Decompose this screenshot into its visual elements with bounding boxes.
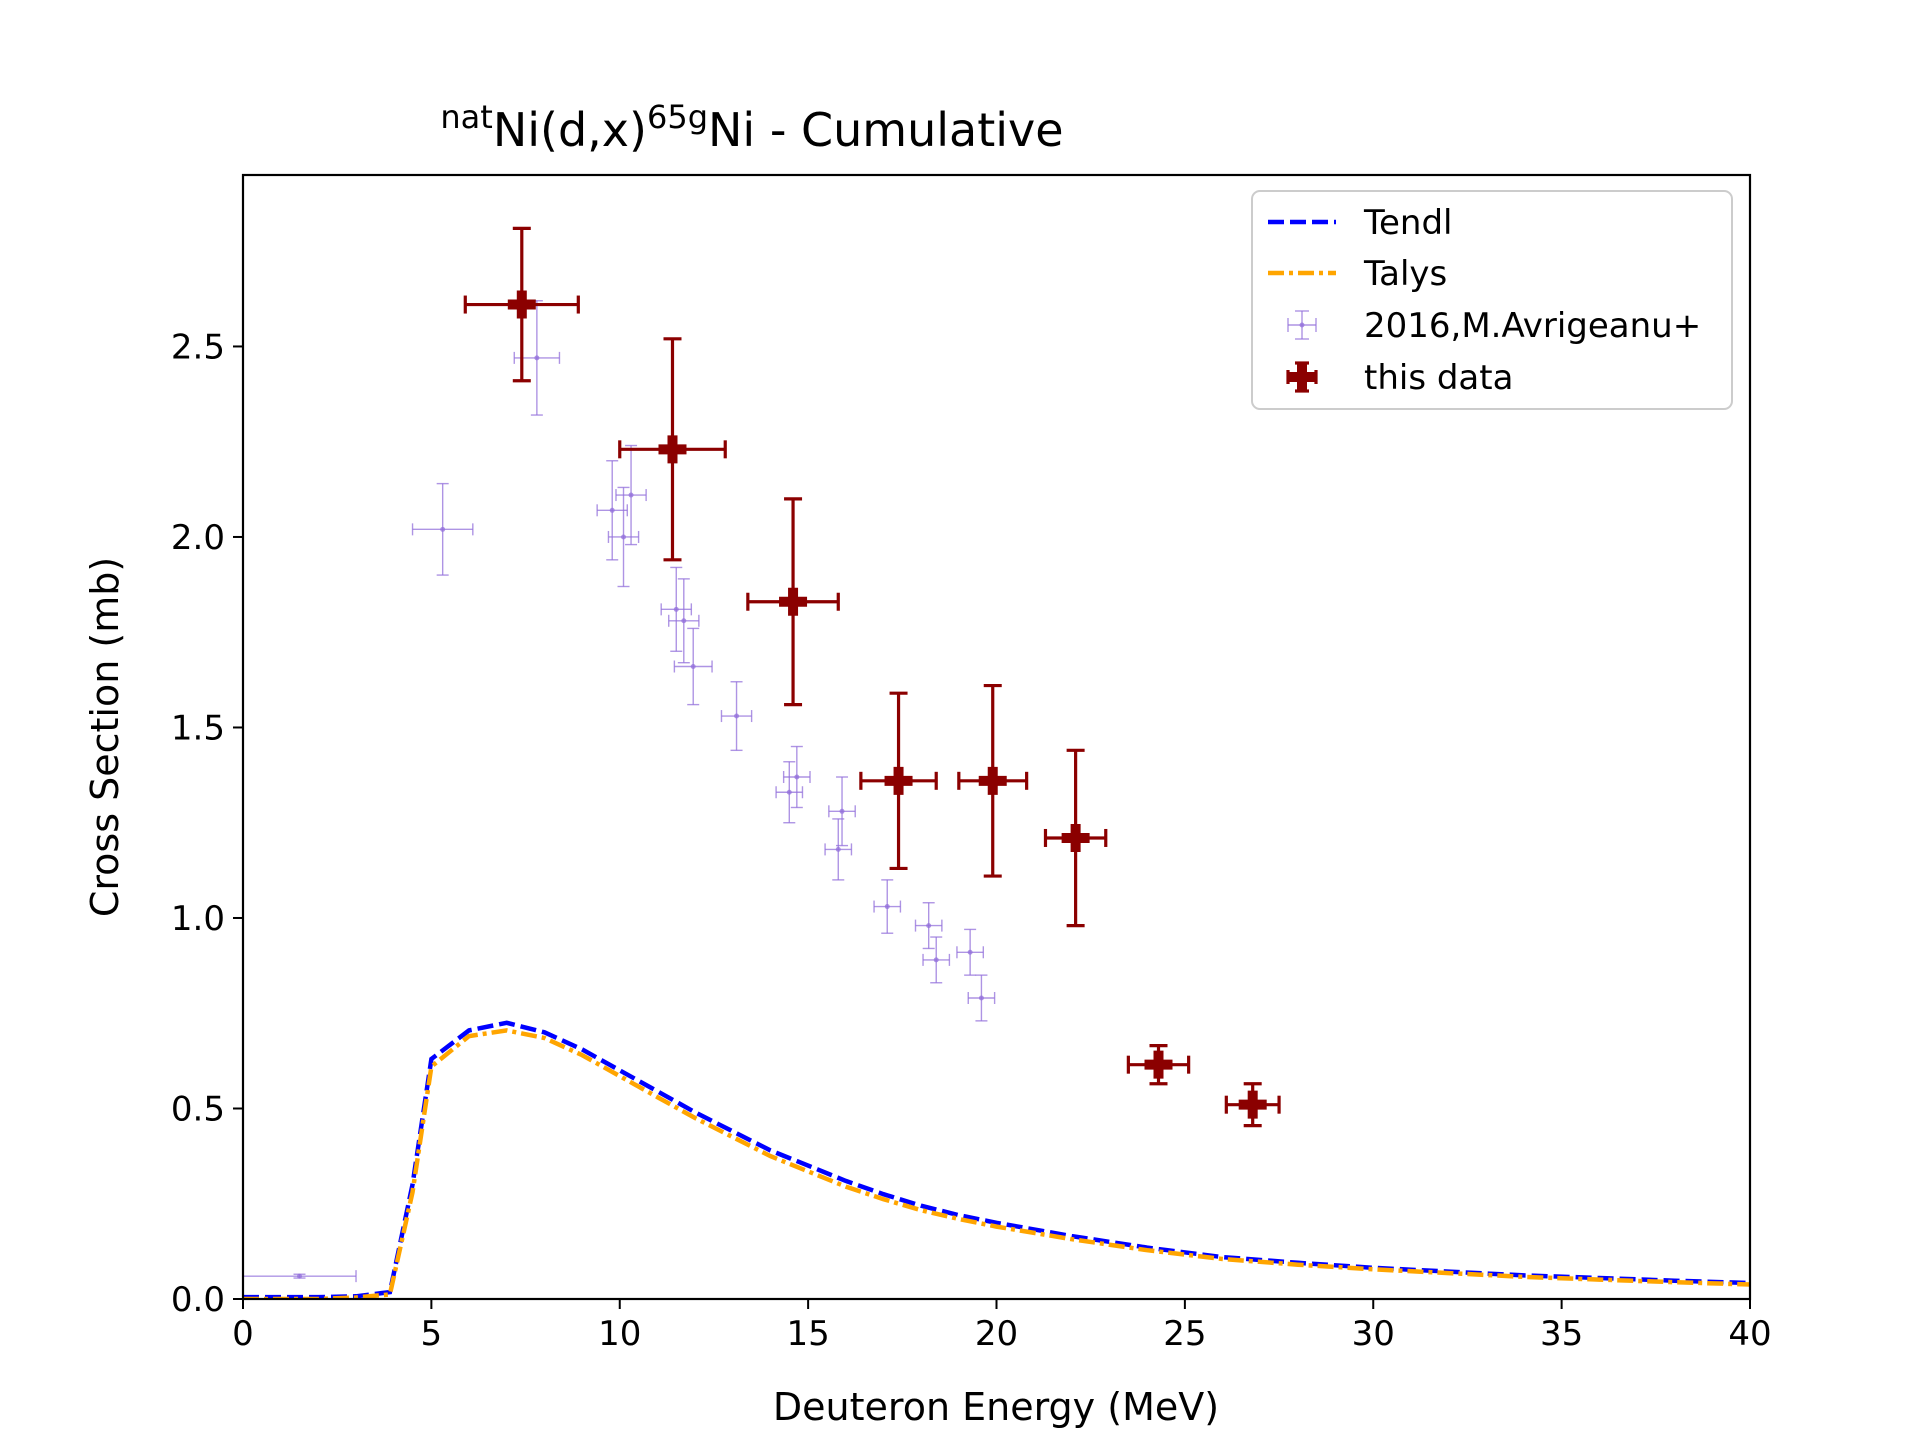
series-line-talys xyxy=(243,1028,1750,1299)
x-axis: 0 5 10 15 20 25 30 35 40 xyxy=(232,1299,1772,1354)
data-point xyxy=(463,226,580,383)
data-point xyxy=(243,1270,357,1283)
data-point xyxy=(922,936,951,984)
legend: Tendl Talys 2016,M.Avrigeanu+ this data xyxy=(1251,190,1733,410)
x-tick-label: 5 xyxy=(421,1314,443,1354)
data-point xyxy=(1043,748,1108,928)
legend-label: Talys xyxy=(1363,254,1447,294)
title-superscript-2: 65g xyxy=(647,98,708,136)
title-part-2: Ni - Cumulative xyxy=(708,103,1064,157)
data-point xyxy=(746,497,840,707)
y-tick-label: 0.5 xyxy=(171,1089,225,1129)
chart-title: natNi(d,x)65gNi - Cumulative xyxy=(440,98,1063,157)
x-axis-label: Deuteron Energy (MeV) xyxy=(773,1385,1219,1429)
legend-swatch xyxy=(1287,310,1317,340)
data-point xyxy=(596,460,628,561)
y-tick-label: 1.0 xyxy=(171,899,225,939)
data-point xyxy=(859,691,938,871)
legend-item-talys: Talys xyxy=(1268,254,1447,294)
data-point xyxy=(914,902,943,950)
legend-label: 2016,M.Avrigeanu+ xyxy=(1364,306,1701,346)
data-point xyxy=(720,681,753,752)
legend-label: this data xyxy=(1364,358,1513,398)
legend-item-this-data: this data xyxy=(1286,358,1513,398)
y-axis-label: Cross Section (mb) xyxy=(83,557,127,917)
data-point xyxy=(824,818,853,881)
data-point xyxy=(967,974,996,1022)
y-axis: 0.0 0.5 1.0 1.5 2.0 2.5 xyxy=(171,327,243,1320)
legend-item-2016-m-avrigeanu: 2016,M.Avrigeanu+ xyxy=(1287,306,1701,346)
x-tick-label: 25 xyxy=(1163,1314,1206,1354)
data-point xyxy=(607,486,640,588)
data-point xyxy=(1126,1044,1191,1086)
x-tick-label: 40 xyxy=(1728,1314,1771,1354)
x-tick-label: 0 xyxy=(232,1314,254,1354)
series-this-data xyxy=(463,226,1281,1128)
y-tick-label: 2.5 xyxy=(171,327,225,367)
x-tick-label: 15 xyxy=(786,1314,829,1354)
plot-area xyxy=(243,226,1750,1299)
legend-item-tendl: Tendl xyxy=(1268,203,1453,243)
x-tick-label: 30 xyxy=(1352,1314,1395,1354)
data-point xyxy=(660,566,693,652)
title-superscript-1: nat xyxy=(440,98,492,136)
data-point xyxy=(957,683,1029,878)
series-2016-m-avrigeanu xyxy=(243,300,996,1283)
data-point xyxy=(673,627,713,706)
data-point xyxy=(411,482,474,576)
x-tick-label: 35 xyxy=(1540,1314,1583,1354)
title-part-1: Ni(d,x) xyxy=(493,103,647,157)
legend-swatch xyxy=(1286,361,1318,393)
data-point xyxy=(618,337,727,562)
data-point xyxy=(775,761,804,824)
data-point xyxy=(873,879,902,934)
data-point xyxy=(782,745,811,809)
y-tick-label: 0.0 xyxy=(171,1280,225,1320)
series-line-tendl xyxy=(243,1020,1750,1299)
data-point xyxy=(615,444,647,546)
y-tick-label: 1.5 xyxy=(171,708,225,748)
legend-label: Tendl xyxy=(1363,203,1453,243)
data-point xyxy=(668,578,700,664)
data-point xyxy=(828,776,856,847)
y-tick-label: 2.0 xyxy=(171,518,225,558)
x-tick-label: 20 xyxy=(975,1314,1018,1354)
legend-box xyxy=(1251,190,1733,410)
data-point xyxy=(956,928,985,976)
data-point xyxy=(1224,1082,1281,1128)
x-tick-label: 10 xyxy=(598,1314,641,1354)
